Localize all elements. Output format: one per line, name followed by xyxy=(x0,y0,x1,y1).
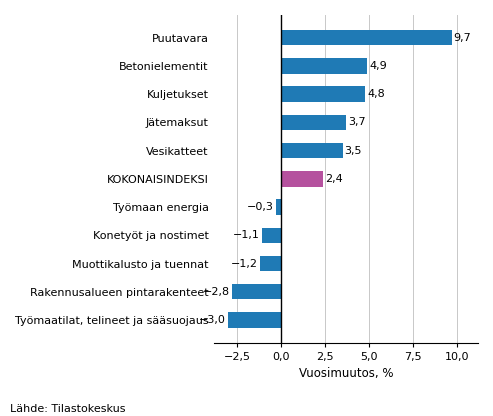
Text: 4,9: 4,9 xyxy=(369,61,387,71)
Text: −3,0: −3,0 xyxy=(199,315,226,325)
Bar xyxy=(281,171,323,186)
Text: 9,7: 9,7 xyxy=(454,32,471,43)
Bar xyxy=(228,312,281,328)
Text: −0,3: −0,3 xyxy=(247,202,274,212)
Bar xyxy=(276,199,281,215)
Text: 4,8: 4,8 xyxy=(368,89,386,99)
Bar xyxy=(281,58,367,74)
Text: 3,5: 3,5 xyxy=(345,146,362,156)
Text: 2,4: 2,4 xyxy=(325,174,343,184)
X-axis label: Vuosimuutos, %: Vuosimuutos, % xyxy=(299,367,393,380)
Bar xyxy=(281,30,452,45)
Bar xyxy=(281,87,365,102)
Text: 3,7: 3,7 xyxy=(348,117,366,127)
Text: −1,2: −1,2 xyxy=(231,258,258,268)
Text: Lähde: Tilastokeskus: Lähde: Tilastokeskus xyxy=(10,404,125,414)
Bar xyxy=(281,143,343,158)
Bar xyxy=(260,256,281,271)
Bar xyxy=(232,284,281,300)
Bar xyxy=(281,114,346,130)
Text: −2,8: −2,8 xyxy=(203,287,230,297)
Text: −1,1: −1,1 xyxy=(233,230,259,240)
Bar xyxy=(262,228,281,243)
